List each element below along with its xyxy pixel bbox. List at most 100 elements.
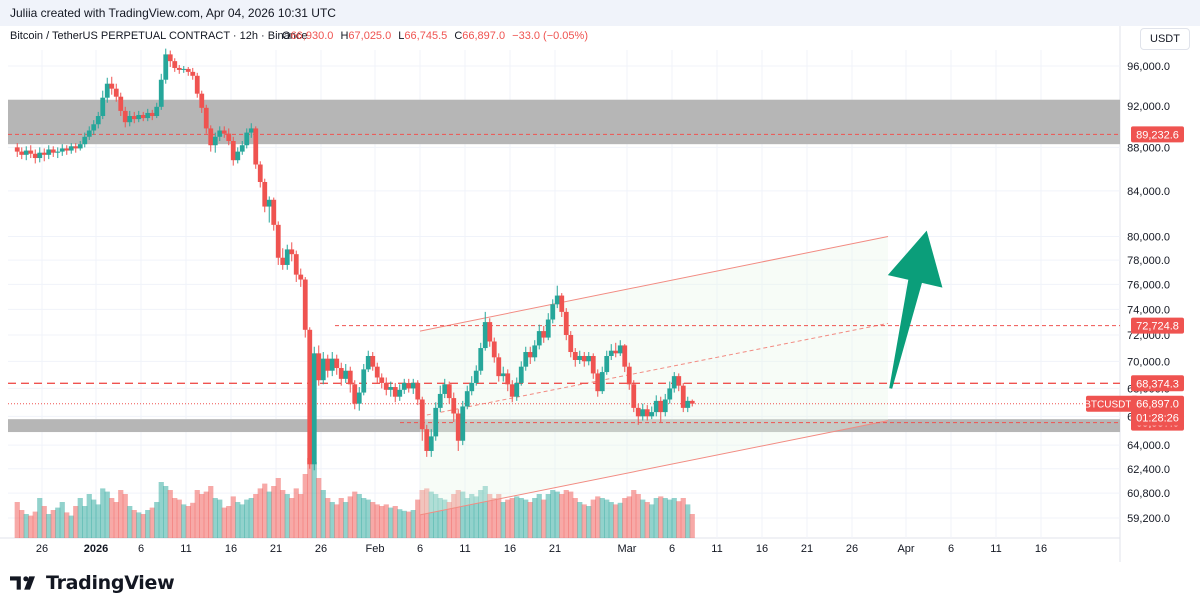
candle-body — [329, 358, 335, 371]
volume-bar — [464, 498, 470, 538]
price-chart[interactable]: 96,000.0 92,000.0 88,000.0 84,000.0 80,000.0… — [0, 26, 1200, 562]
volume-bar — [622, 498, 628, 538]
volume-bar — [442, 499, 448, 538]
candle-body — [136, 114, 142, 120]
volume-bar — [293, 488, 299, 538]
volume-bar — [401, 510, 407, 538]
x-tick-label: 6 — [669, 543, 675, 555]
volume-bar — [415, 499, 421, 538]
legend-symbol: Bitcoin / TetherUS PERPETUAL CONTRACT · … — [10, 30, 308, 42]
candle-body — [203, 107, 209, 129]
candle-body — [239, 145, 245, 152]
volume-bar — [617, 502, 623, 538]
volume-bar — [568, 491, 574, 538]
candle-body — [55, 151, 61, 153]
candle-body — [325, 358, 331, 371]
volume-bar — [599, 498, 605, 538]
time-axis[interactable]: 26 2026 6 11 16 21 26 Feb 6 11 16 21 Mar 6 11 16 21 26 Apr… — [36, 543, 1047, 555]
tradingview-logo-icon — [10, 576, 35, 590]
candle-body — [167, 54, 173, 62]
last-price-box — [1131, 395, 1184, 426]
candle-body — [316, 353, 322, 381]
volume-bar — [64, 512, 70, 538]
candle-body — [217, 130, 223, 137]
volume-bar — [374, 504, 380, 538]
candle-body — [226, 133, 232, 142]
candle-body — [68, 146, 74, 151]
volume-bar — [428, 491, 434, 538]
volume-bar — [280, 490, 286, 538]
x-tick-label: 21 — [270, 543, 282, 555]
candle-body — [158, 79, 164, 107]
channel-fill — [420, 236, 888, 515]
volume-bar — [172, 498, 178, 538]
volume-bar — [635, 494, 641, 538]
volume-bar — [185, 506, 191, 538]
currency-button[interactable]: USDT — [1140, 28, 1190, 50]
volume-bar — [613, 504, 619, 538]
volume-bar — [95, 504, 101, 538]
channel-mid-line — [419, 322, 889, 417]
volume-bar — [406, 511, 412, 538]
candle-body — [14, 147, 20, 152]
volume-bar — [370, 502, 376, 538]
volume-bar — [244, 499, 250, 538]
volume-bar — [100, 488, 106, 538]
volume-bar — [82, 506, 88, 538]
volume-bar — [122, 494, 128, 538]
candle-body — [253, 128, 259, 165]
y-tick-label: 74,000.0 — [1127, 304, 1170, 316]
candle-body — [550, 304, 556, 320]
candle-body — [140, 114, 146, 119]
y-tick-label: 59,200.0 — [1127, 513, 1170, 525]
volume-bar — [194, 490, 200, 538]
candle-body — [77, 144, 83, 149]
volume-bar — [311, 462, 317, 538]
volume-bar — [469, 494, 475, 538]
y-tick-label: 76,000.0 — [1127, 279, 1170, 291]
x-tick-label: 6 — [138, 543, 144, 555]
candle-body — [41, 152, 47, 155]
volume-bar — [217, 499, 223, 538]
price-label-text: 72,724.8 — [1136, 321, 1179, 333]
volume-bar — [37, 498, 43, 538]
candle-body — [590, 355, 596, 374]
volume-bar — [662, 498, 668, 538]
volume-bar — [113, 502, 119, 538]
legend-low-label: L — [398, 30, 404, 42]
candle-body — [482, 322, 488, 349]
volume-bar — [523, 499, 529, 538]
candle-body — [64, 148, 70, 151]
volume-bar — [631, 490, 637, 538]
candle-body — [109, 83, 115, 89]
volume-bar — [388, 507, 394, 538]
candle-body — [419, 399, 425, 430]
volume-bar — [212, 498, 218, 538]
volume-bar — [347, 496, 353, 538]
volume-bar — [19, 510, 25, 538]
volume-bar — [559, 494, 565, 538]
volume-bar — [28, 515, 34, 538]
volume-bar — [149, 507, 155, 538]
x-tick-label: 16 — [1035, 543, 1047, 555]
candle-body — [176, 67, 182, 70]
candle-body — [505, 373, 511, 385]
candle-body — [361, 369, 367, 393]
top-info-bar: Juliia created with TradingView.com, Apr… — [0, 0, 1200, 26]
volume-bar — [527, 502, 533, 538]
candle-body — [86, 130, 92, 137]
volume-bar — [518, 498, 524, 538]
volume-bar — [127, 506, 133, 538]
volume-bar — [91, 499, 97, 538]
volume-bar — [23, 514, 29, 538]
tradingview-logo[interactable]: TradingView — [10, 572, 175, 594]
volume-bar — [505, 499, 511, 538]
candle-body — [194, 75, 200, 94]
candle-body — [685, 400, 691, 408]
candle-body — [455, 413, 461, 441]
candle-body — [626, 366, 632, 385]
volume-bar — [640, 499, 646, 538]
volume-bar — [649, 504, 655, 538]
candle-body — [163, 54, 169, 80]
volume-bar — [298, 494, 304, 538]
